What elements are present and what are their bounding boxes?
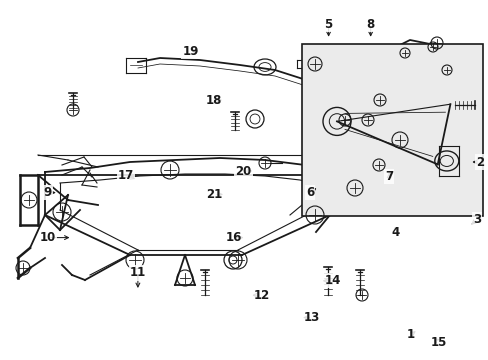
Text: 8: 8 [366,18,374,31]
Text: 7: 7 [385,170,392,183]
Text: 1: 1 [406,328,414,341]
Text: 20: 20 [235,165,251,177]
Text: 10: 10 [40,231,56,244]
Text: 11: 11 [129,266,146,279]
Text: 17: 17 [118,169,134,182]
Text: 5: 5 [324,18,332,31]
Text: 18: 18 [205,94,222,107]
Text: 19: 19 [182,45,199,58]
Text: 3: 3 [472,213,480,226]
Text: 21: 21 [205,188,222,201]
Text: 16: 16 [225,231,242,244]
Text: 4: 4 [390,226,398,239]
Text: 9: 9 [44,186,52,199]
Text: 6: 6 [305,186,313,199]
Bar [302,44,482,216]
Text: 15: 15 [430,336,447,349]
Text: 13: 13 [303,311,320,324]
Text: 14: 14 [324,274,340,287]
Text: 2: 2 [475,156,483,168]
Text: 12: 12 [253,289,269,302]
